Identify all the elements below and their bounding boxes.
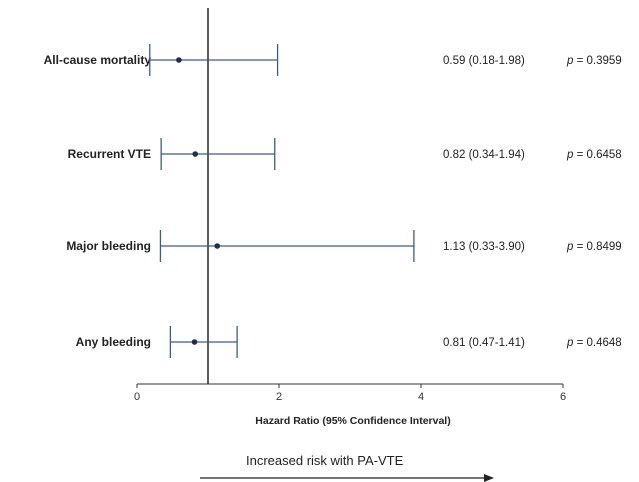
risk-arrow-label: Increased risk with PA-VTE bbox=[246, 453, 404, 468]
p-value-label: p = 0.4648 bbox=[566, 337, 622, 349]
hr-ci-label: 0.82 (0.34-1.94) bbox=[443, 149, 525, 161]
p-value-label: p = 0.3959 bbox=[566, 55, 622, 67]
x-tick-label: 4 bbox=[418, 391, 424, 403]
x-tick-label: 0 bbox=[134, 391, 140, 403]
hr-point bbox=[176, 57, 182, 63]
forest-rows: All-cause mortality 0.59 (0.18-1.98) p = 0… bbox=[44, 8, 622, 384]
p-value: = 0.8499 bbox=[573, 241, 621, 253]
p-value-label: p = 0.8499 bbox=[566, 241, 622, 253]
hr-point bbox=[192, 151, 199, 157]
risk-arrow-head bbox=[484, 474, 494, 482]
p-value: = 0.3959 bbox=[573, 55, 621, 67]
outcome-label: Recurrent VTE bbox=[68, 147, 151, 161]
forest-row: Major bleeding 1.13 (0.33-3.90) p = 0.8499 bbox=[66, 230, 622, 262]
hr-ci-label: 0.59 (0.18-1.98) bbox=[443, 55, 525, 67]
hr-point bbox=[191, 339, 198, 345]
hr-point bbox=[214, 243, 221, 249]
p-symbol: p bbox=[566, 241, 574, 253]
p-value: = 0.4648 bbox=[573, 337, 621, 349]
p-value: = 0.6458 bbox=[573, 149, 621, 161]
forest-row: Recurrent VTE 0.82 (0.34-1.94) p = 0.6458 bbox=[68, 138, 622, 170]
x-axis-title: Hazard Ratio (95% Confidence Interval) bbox=[255, 415, 450, 427]
outcome-label: Any bleeding bbox=[76, 335, 151, 349]
x-tick-label: 2 bbox=[276, 391, 282, 403]
hr-ci-label: 0.81 (0.47-1.41) bbox=[443, 337, 525, 349]
outcome-label: Major bleeding bbox=[66, 239, 151, 253]
p-symbol: p bbox=[566, 149, 574, 161]
forest-row: All-cause mortality 0.59 (0.18-1.98) p = 0… bbox=[44, 44, 622, 76]
x-axis: 0 2 4 6 bbox=[134, 383, 566, 403]
p-symbol: p bbox=[566, 55, 574, 67]
forest-row: Any bleeding 0.81 (0.47-1.41) p = 0.4648 bbox=[76, 326, 622, 358]
risk-arrow: Increased risk with PA-VTE bbox=[200, 453, 494, 482]
outcome-label: All-cause mortality bbox=[44, 53, 152, 67]
hr-ci-label: 1.13 (0.33-3.90) bbox=[443, 241, 525, 253]
p-value-label: p = 0.6458 bbox=[566, 149, 622, 161]
x-tick-label: 6 bbox=[560, 391, 566, 403]
p-symbol: p bbox=[566, 337, 574, 349]
